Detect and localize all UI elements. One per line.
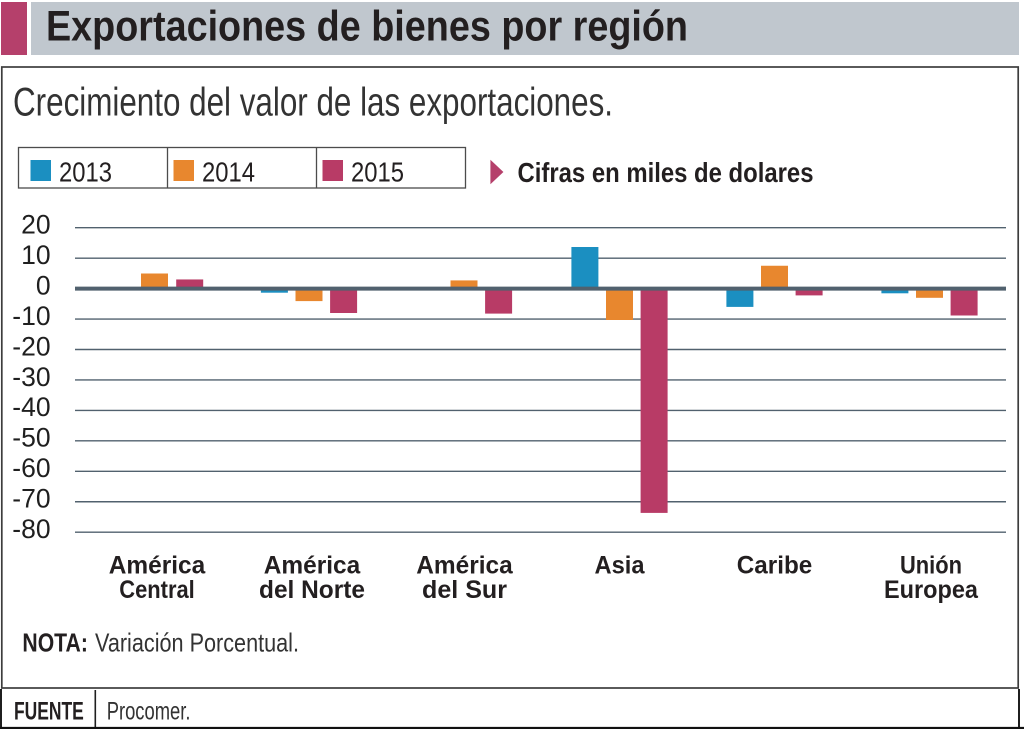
svg-text:-10: -10 bbox=[12, 301, 50, 331]
svg-text:20: 20 bbox=[21, 210, 50, 240]
svg-text:América: América bbox=[109, 552, 207, 580]
svg-text:Asia: Asia bbox=[595, 552, 646, 580]
svg-text:-20: -20 bbox=[12, 331, 50, 361]
svg-text:Unión: Unión bbox=[900, 552, 962, 580]
svg-text:Central: Central bbox=[119, 576, 195, 604]
svg-text:-50: -50 bbox=[12, 423, 50, 453]
svg-text:Cifras en miles de dolares: Cifras en miles de dolares bbox=[518, 157, 814, 188]
svg-text:Exportaciones de bienes por re: Exportaciones de bienes por región bbox=[46, 4, 688, 51]
svg-text:-40: -40 bbox=[12, 392, 50, 422]
svg-text:Europea: Europea bbox=[884, 576, 979, 604]
svg-text:10: 10 bbox=[21, 240, 50, 270]
svg-text:-30: -30 bbox=[12, 362, 50, 392]
svg-text:Procomer.: Procomer. bbox=[107, 697, 191, 725]
svg-text:Crecimiento del valor de las e: Crecimiento del valor de las exportacion… bbox=[13, 81, 613, 125]
svg-text:-60: -60 bbox=[12, 453, 50, 483]
svg-text:0: 0 bbox=[36, 270, 51, 300]
svg-text:2015: 2015 bbox=[351, 157, 404, 188]
svg-text:FUENTE: FUENTE bbox=[14, 698, 84, 725]
svg-text:América: América bbox=[264, 552, 362, 580]
svg-text:Caribe: Caribe bbox=[737, 552, 813, 580]
svg-text:-80: -80 bbox=[12, 514, 50, 544]
svg-text:-70: -70 bbox=[12, 484, 50, 514]
svg-text:Variación Porcentual.: Variación Porcentual. bbox=[95, 627, 299, 657]
svg-text:del Norte: del Norte bbox=[259, 576, 365, 604]
svg-text:del Sur: del Sur bbox=[422, 576, 507, 604]
svg-text:2013: 2013 bbox=[59, 157, 112, 188]
svg-text:2014: 2014 bbox=[202, 157, 255, 188]
svg-text:América: América bbox=[416, 552, 514, 580]
svg-text:NOTA:: NOTA: bbox=[22, 627, 88, 657]
